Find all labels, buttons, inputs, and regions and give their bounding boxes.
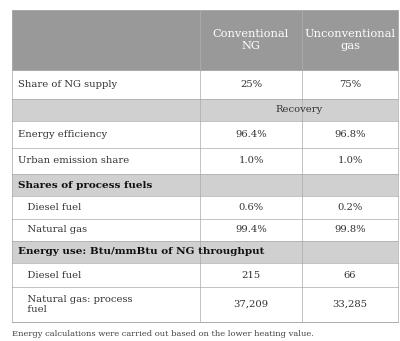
Text: Energy efficiency: Energy efficiency <box>18 130 107 139</box>
Bar <box>200 148 302 174</box>
Text: 99.4%: 99.4% <box>235 225 267 234</box>
Text: Energy use: Btu/mmBtu of NG throughput: Energy use: Btu/mmBtu of NG throughput <box>18 247 264 256</box>
Bar <box>200 287 302 322</box>
Text: Diesel fuel: Diesel fuel <box>18 203 81 212</box>
Bar <box>12 121 200 148</box>
Bar <box>12 10 398 70</box>
Text: Natural gas: process
   fuel: Natural gas: process fuel <box>18 295 132 314</box>
Bar <box>302 70 398 99</box>
Text: Energy calculations were carried out based on the lower heating value.: Energy calculations were carried out bas… <box>12 330 314 338</box>
Text: 1.0%: 1.0% <box>337 157 363 165</box>
Bar <box>302 263 398 287</box>
Text: 96.8%: 96.8% <box>334 130 366 139</box>
Text: Shares of process fuels: Shares of process fuels <box>18 181 152 190</box>
Bar <box>200 121 302 148</box>
Text: Conventional
NG: Conventional NG <box>213 29 289 51</box>
Bar <box>200 196 302 219</box>
Bar <box>12 196 200 219</box>
Bar <box>12 263 200 287</box>
Bar <box>302 196 398 219</box>
Bar <box>12 174 200 196</box>
Text: 37,209: 37,209 <box>234 300 268 309</box>
Text: Diesel fuel: Diesel fuel <box>18 271 81 280</box>
Text: 0.2%: 0.2% <box>337 203 363 212</box>
Bar <box>12 99 200 121</box>
Text: 33,285: 33,285 <box>332 300 368 309</box>
Bar <box>200 241 302 263</box>
Bar <box>12 70 200 99</box>
Bar <box>200 219 302 241</box>
Text: Recovery: Recovery <box>275 105 323 115</box>
Bar <box>200 263 302 287</box>
Text: 1.0%: 1.0% <box>238 157 264 165</box>
Bar <box>302 99 398 121</box>
Bar <box>302 121 398 148</box>
Bar <box>200 70 302 99</box>
Text: 96.4%: 96.4% <box>235 130 267 139</box>
Bar <box>200 99 302 121</box>
Bar <box>12 219 200 241</box>
Text: 215: 215 <box>241 271 261 280</box>
Bar <box>12 241 200 263</box>
Text: 99.8%: 99.8% <box>334 225 366 234</box>
Bar <box>302 241 398 263</box>
Text: 0.6%: 0.6% <box>238 203 264 212</box>
Bar <box>302 174 398 196</box>
Bar <box>12 148 200 174</box>
Text: Unconventional
gas: Unconventional gas <box>304 29 396 51</box>
Text: Urban emission share: Urban emission share <box>18 157 129 165</box>
Bar <box>200 174 302 196</box>
Bar <box>302 148 398 174</box>
Text: 66: 66 <box>344 271 356 280</box>
Text: 75%: 75% <box>339 80 361 89</box>
Bar <box>12 287 200 322</box>
Text: Natural gas: Natural gas <box>18 225 87 234</box>
Bar <box>302 287 398 322</box>
Bar <box>302 219 398 241</box>
Text: 25%: 25% <box>240 80 262 89</box>
Text: Share of NG supply: Share of NG supply <box>18 80 117 89</box>
